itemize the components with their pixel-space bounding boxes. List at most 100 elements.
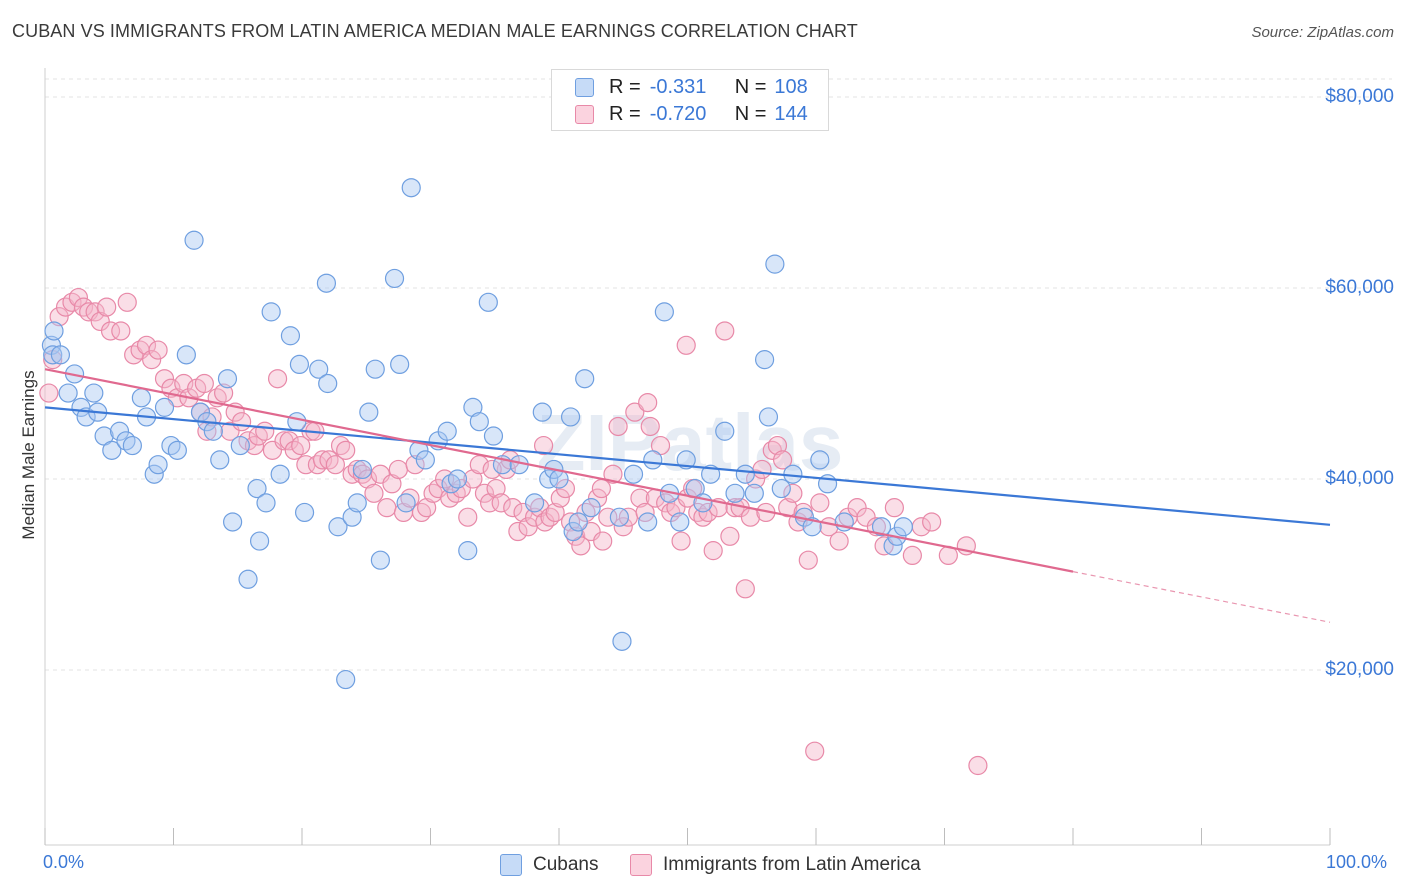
- data-point: [154, 369, 175, 389]
- data-point: [598, 507, 618, 527]
- data-point: [603, 464, 623, 484]
- data-point: [715, 321, 735, 341]
- data-point: [608, 416, 628, 437]
- data-point: [405, 455, 425, 475]
- data-point: [630, 488, 650, 508]
- data-point: [612, 631, 632, 651]
- data-point: [829, 531, 849, 551]
- n-label: N =: [734, 75, 767, 98]
- data-point: [491, 493, 511, 513]
- data-point: [670, 512, 690, 532]
- data-point: [287, 412, 307, 432]
- y-tick-label: $60,000: [1325, 277, 1394, 298]
- data-point: [214, 383, 234, 403]
- data-point: [483, 426, 504, 446]
- data-point: [609, 507, 629, 527]
- data-point: [289, 354, 310, 374]
- data-point: [469, 412, 489, 432]
- data-point: [247, 478, 267, 499]
- data-point: [122, 435, 142, 456]
- data-point: [43, 345, 63, 365]
- data-point: [463, 397, 483, 417]
- data-point: [893, 517, 913, 537]
- data-point: [752, 459, 772, 480]
- data-point: [328, 517, 348, 537]
- data-point: [255, 421, 275, 441]
- data-point: [68, 287, 89, 308]
- data-point: [142, 350, 162, 370]
- cubans-swatch-icon: [575, 77, 594, 97]
- data-point: [415, 450, 435, 470]
- data-point: [230, 435, 250, 456]
- data-point: [482, 459, 502, 480]
- y-tick-label: $40,000: [1325, 468, 1394, 489]
- data-point: [725, 483, 745, 503]
- data-point: [613, 517, 633, 537]
- data-point: [550, 488, 570, 508]
- data-point: [539, 469, 559, 489]
- data-point: [49, 307, 69, 327]
- data-point: [100, 321, 121, 341]
- data-point: [587, 488, 608, 508]
- data-point: [85, 302, 105, 322]
- data-point: [698, 502, 718, 523]
- data-point: [640, 416, 660, 437]
- data-point: [591, 478, 612, 499]
- data-point: [715, 421, 735, 441]
- data-point: [555, 478, 576, 499]
- data-point: [401, 178, 421, 198]
- data-point: [390, 354, 410, 374]
- data-point: [902, 545, 922, 566]
- data-point: [581, 498, 601, 518]
- data-point: [754, 350, 775, 370]
- legend-label: Cubans: [533, 854, 599, 875]
- data-point: [486, 478, 506, 499]
- data-point: [474, 483, 495, 503]
- axes: [44, 68, 1331, 846]
- legend-row-immigrants: R = -0.720 N = 144: [552, 101, 808, 127]
- data-point: [370, 550, 390, 570]
- data-point: [568, 512, 588, 532]
- series-immigrants-points: [39, 287, 988, 776]
- data-point: [267, 369, 288, 389]
- data-point: [676, 335, 696, 355]
- data-point: [783, 483, 803, 503]
- r-value: -0.720: [649, 102, 707, 125]
- data-point: [102, 440, 122, 460]
- stats-legend: R = -0.331 N = 108 R = -0.720 N = 144: [551, 69, 829, 131]
- data-point: [778, 498, 798, 518]
- data-point: [524, 493, 545, 513]
- data-point: [39, 383, 59, 403]
- data-point: [533, 435, 554, 456]
- data-point: [720, 526, 740, 546]
- data-point: [560, 407, 581, 427]
- data-point: [458, 541, 478, 561]
- data-point: [746, 469, 766, 489]
- data-point: [563, 521, 583, 542]
- data-point: [58, 383, 78, 403]
- data-point: [279, 431, 299, 451]
- data-point: [280, 326, 301, 346]
- data-point: [294, 502, 315, 523]
- data-point: [352, 459, 372, 480]
- data-point: [144, 464, 164, 484]
- data-point: [131, 388, 151, 408]
- x-tick-label: 100.0%: [1326, 852, 1388, 872]
- data-point: [771, 478, 791, 499]
- immigrants-trend-extension: [1072, 571, 1331, 623]
- data-point: [480, 493, 500, 513]
- data-point: [90, 311, 110, 332]
- data-point: [396, 493, 416, 513]
- data-point: [508, 521, 528, 542]
- data-point: [871, 517, 892, 537]
- data-point: [309, 359, 329, 379]
- legend-item-cubans: Cubans: [500, 852, 599, 878]
- legend-label: Immigrants from Latin America: [663, 854, 921, 875]
- data-point: [359, 402, 379, 422]
- data-point: [184, 230, 204, 250]
- data-point: [109, 421, 130, 441]
- data-point: [744, 483, 764, 503]
- data-point: [249, 531, 270, 551]
- data-point: [437, 421, 457, 441]
